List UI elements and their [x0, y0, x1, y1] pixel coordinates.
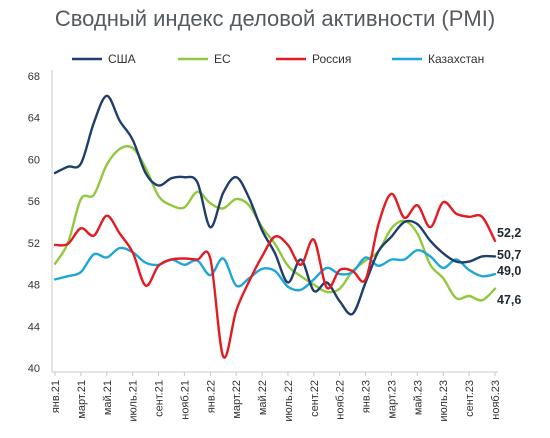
x-tick-label: янв.21 — [50, 380, 62, 413]
x-tick-label: нояб.22 — [335, 380, 347, 420]
end-labels: 52,2 50,7 49,0 47,6 — [497, 226, 521, 307]
x-tick-label: март.23 — [386, 380, 398, 419]
x-tick-label: янв.22 — [205, 380, 217, 413]
x-tick-label: сент.21 — [154, 380, 166, 417]
series-group — [53, 94, 497, 359]
y-tick-label: 44 — [28, 321, 40, 333]
end-value-label: 50,7 — [497, 248, 521, 262]
x-tick-label: нояб.21 — [179, 380, 191, 420]
x-tick-label: сент.22 — [309, 380, 321, 417]
series-line — [53, 246, 497, 292]
legend-label: Россия — [312, 52, 351, 66]
y-tick-label: 60 — [28, 154, 40, 166]
x-tick-label: июль.23 — [438, 380, 450, 422]
end-value-label: 49,0 — [497, 264, 521, 278]
legend-label: ЕС — [214, 52, 231, 66]
y-tick-label: 64 — [28, 113, 40, 125]
y-tick-label: 68 — [28, 71, 40, 83]
x-tick-label: июль.22 — [283, 380, 295, 422]
x-tick-label: март.22 — [231, 380, 243, 419]
legend-label: США — [108, 52, 136, 66]
y-tick-label: 56 — [28, 196, 40, 208]
x-tick-label: май.23 — [412, 380, 424, 415]
x-tick-label: май.22 — [257, 380, 269, 415]
y-tick-label: 48 — [28, 280, 40, 292]
chart-title: Сводный индекс деловой активности (PMI) — [55, 6, 495, 31]
y-tick-label: 40 — [28, 363, 40, 375]
legend: США ЕС Россия Казахстан — [72, 52, 484, 66]
x-tick-label: май.21 — [102, 380, 114, 415]
legend-label: Казахстан — [428, 52, 484, 66]
x-tick-label: март.21 — [76, 380, 88, 419]
x-tick-label: июль.21 — [128, 380, 140, 422]
axes: 40 44 48 52 56 60 64 68 янв.21 март.21 май.21 июль.… — [28, 70, 502, 422]
x-tick-label: сент.23 — [464, 380, 476, 417]
x-tick-label: янв.23 — [361, 380, 373, 413]
series-line — [53, 192, 497, 359]
y-tick-label: 52 — [28, 238, 40, 250]
x-tick-label: нояб.23 — [490, 380, 502, 420]
end-value-label: 47,6 — [497, 293, 521, 307]
series-line — [53, 144, 497, 302]
end-value-label: 52,2 — [497, 226, 521, 240]
series-line — [53, 94, 497, 316]
